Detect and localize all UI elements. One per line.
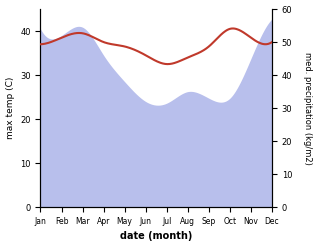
Y-axis label: med. precipitation (kg/m2): med. precipitation (kg/m2) xyxy=(303,52,313,165)
X-axis label: date (month): date (month) xyxy=(120,231,192,242)
Y-axis label: max temp (C): max temp (C) xyxy=(5,77,15,139)
